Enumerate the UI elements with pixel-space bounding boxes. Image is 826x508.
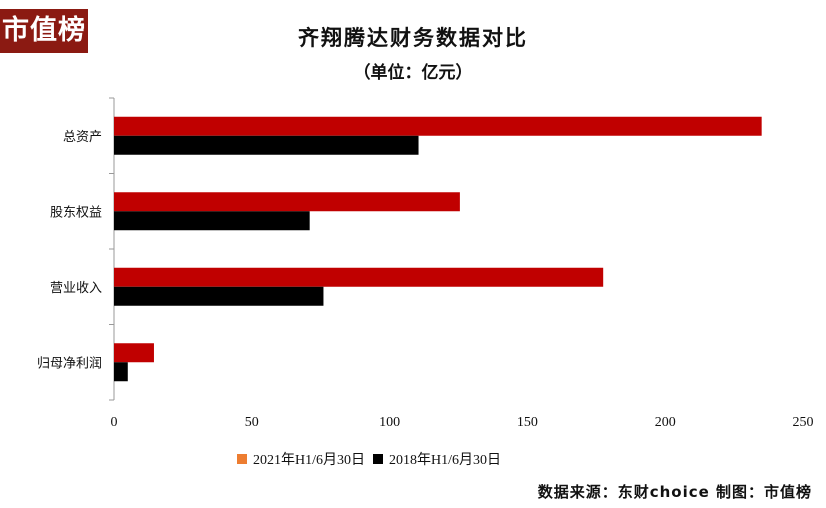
- bar-2018: [114, 286, 324, 306]
- bar-2021: [114, 343, 154, 363]
- x-tick-label: 0: [111, 415, 118, 430]
- bar-2021: [114, 116, 762, 136]
- legend-item-2021: 2021年H1/6月30日: [237, 449, 365, 469]
- legend-swatch-2018: [373, 454, 383, 464]
- bar-2018: [114, 135, 419, 155]
- legend-label-2021: 2021年H1/6月30日: [253, 453, 365, 468]
- x-tick-label: 150: [517, 415, 538, 430]
- legend-label-2018: 2018年H1/6月30日: [389, 453, 501, 468]
- bar-2021: [114, 192, 460, 212]
- x-tick-label: 250: [793, 415, 814, 430]
- bar-2018: [114, 211, 310, 231]
- chart-subtitle: （单位：亿元）: [353, 63, 473, 83]
- x-tick-label: 50: [245, 415, 259, 430]
- chart-legend: 2021年H1/6月30日 2018年H1/6月30日: [237, 449, 509, 469]
- x-tick-label: 100: [379, 415, 400, 430]
- category-label: 归母净利润: [37, 356, 102, 371]
- category-label: 营业收入: [50, 281, 102, 296]
- brand-logo: 市值榜: [0, 9, 88, 53]
- category-label: 总资产: [63, 130, 102, 145]
- chart-title: 齐翔腾达财务数据对比: [298, 26, 528, 50]
- bar-2018: [114, 362, 128, 382]
- bar-2021: [114, 267, 604, 287]
- legend-swatch-2021: [237, 454, 247, 464]
- x-tick-label: 200: [655, 415, 676, 430]
- legend-item-2018: 2018年H1/6月30日: [373, 449, 501, 469]
- category-label: 股东权益: [50, 204, 102, 220]
- source-note: 数据来源：东财choice 制图：市值榜: [537, 483, 812, 501]
